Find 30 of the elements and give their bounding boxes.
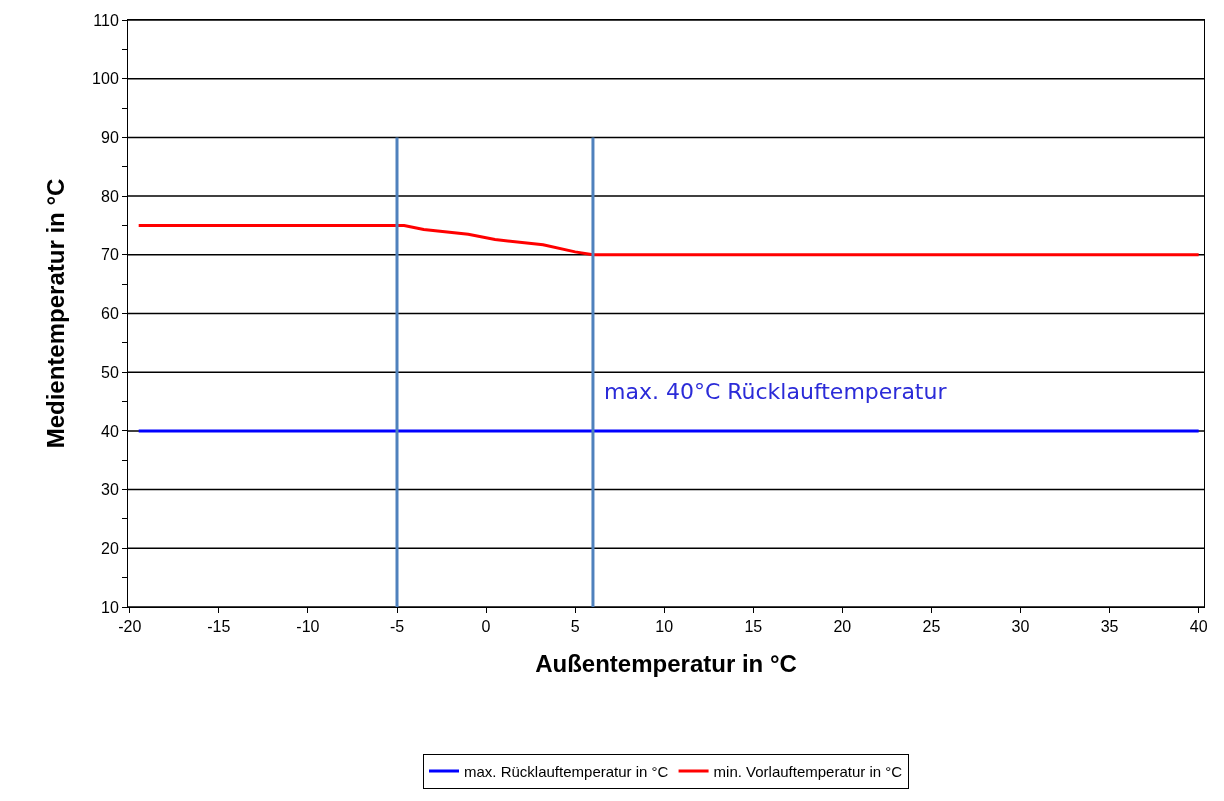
y-tick-label: 100 [92,70,119,88]
annotation: max. 40°C Rücklauftemperatur [604,379,948,404]
legend-label: max. Rücklauftemperatur in °C [464,762,669,780]
x-tick-label: 25 [922,618,941,636]
line-series [137,223,1201,257]
x-tick-label: -5 [389,618,405,636]
y-tick-label: 50 [101,363,119,381]
y-axis-title: Medientemperatur in °C [42,178,70,449]
x-tick-label: 40 [1189,618,1208,636]
y-tick-label: 90 [101,129,119,146]
x-tick-label: 35 [1100,618,1119,636]
y-tick-label: 60 [101,305,119,323]
x-tick-label: -20 [118,618,142,636]
x-tick-label: -15 [207,618,231,636]
y-tick-label: 10 [101,598,119,616]
y-tick-label: 80 [101,187,119,205]
x-tick-label: 15 [744,618,763,636]
x-tick-label: 5 [570,618,580,636]
x-axis-title: Außentemperatur in °C [535,649,797,677]
y-tick-label: 70 [101,246,119,264]
x-tick-label: 20 [833,618,852,636]
y-tick-label: 20 [101,539,119,557]
x-tick-label: 0 [481,618,491,636]
y-tick-label: 110 [93,11,119,29]
y-tick-label: 30 [101,481,119,499]
y-tick-label: 40 [101,422,119,440]
x-tick-label: 30 [1011,618,1030,636]
legend-label: min. Vorlauftemperatur in °C [713,762,903,780]
x-tick-label: -10 [296,618,320,636]
x-tick-label: 10 [655,618,674,636]
